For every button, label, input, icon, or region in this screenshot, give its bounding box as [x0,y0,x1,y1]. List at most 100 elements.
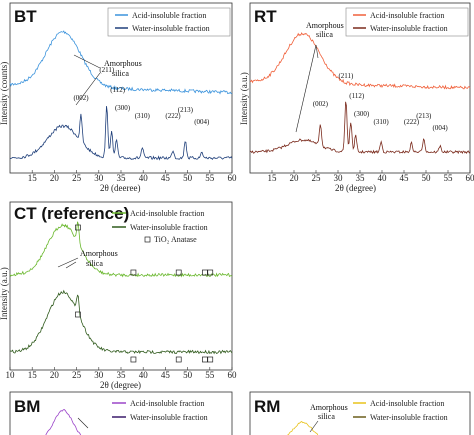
panel-ct-xlabel: 2θ (degree) [100,380,141,390]
x-tick-label: 30 [334,173,344,183]
anatase-marker [75,224,81,231]
series-water-line [9,289,233,355]
series-acid-line [286,420,319,435]
x-tick-label: 15 [28,173,38,183]
panel-rt-xlabel: 2θ (degree) [335,183,376,193]
legend-acid: Acid-insoluble fraction [130,209,204,218]
annotation-line1: Amorphous [104,59,142,68]
series-acid-line [249,32,471,90]
panel-ct-ylabel: Intensity (a.u.) [0,267,9,320]
panel-bt-legend-box [107,7,231,37]
x-tick-label: 50 [183,370,193,380]
panel-ct-title: CT (reference) [14,204,129,223]
x-tick-label: 35 [117,173,127,183]
panel-rm-legend: Acid-insoluble fraction Water-insoluble … [353,399,448,422]
anatase-marker [207,356,214,363]
peak-labels: (002) (211) (112) (300) (310) (222)(213)(004) [313,72,449,132]
panel-rt-legend: Acid-insoluble fraction Water-insoluble … [345,7,469,37]
series-acid-line [45,409,82,435]
amorphous-annotation: Amorphous silica [73,54,142,106]
panel-rt-title: RT [254,7,277,26]
annotation-pointer [77,417,89,429]
x-tick-label: 25 [72,370,82,380]
panel-bt-ylabel: Intensity (counts) [0,62,9,125]
panel-rt-legend-box [345,7,469,37]
x-tick-label: 55 [444,173,454,183]
anatase-markers [75,224,214,363]
series-water-line [9,106,233,161]
peak-label: (112) [110,86,126,94]
annotation-line2: silica [318,412,335,421]
x-tick-label: 30 [94,370,104,380]
x-tick-label: 30 [94,173,104,183]
legend-water: Water-insoluble fraction [132,24,210,33]
peak-labels: (002) (211) (112) (300) (310) (222)(213)(004) [73,66,210,126]
legend-acid: Acid-insoluble fraction [370,11,444,20]
x-tick-label: 60 [466,173,474,183]
series-water-line [249,101,471,155]
legend-acid: Acid-insoluble fraction [370,399,444,408]
panel-rt-xticks: 15 20 25 30 35 40 45 50 55 60 [268,170,474,183]
panel-bm-title: BM [14,397,40,416]
legend-acid: Acid-insoluble fraction [130,399,204,408]
peak-label: (222) [404,118,420,126]
panel-rm-frame [249,391,471,435]
x-tick-label: 45 [161,370,171,380]
peak-label: (004) [194,118,210,126]
x-tick-label: 60 [228,370,238,380]
peak-label: (310) [374,118,390,126]
anatase-marker [175,269,182,276]
annotation-line2: silica [112,69,129,78]
panel-bt-title: BT [14,7,37,26]
series-acid-line [9,30,233,95]
legend-water: Water-insoluble fraction [130,223,208,232]
peak-label: (002) [313,100,329,108]
legend-water: Water-insoluble fraction [370,24,448,33]
anatase-marker [75,311,81,318]
x-tick-label: 20 [50,370,60,380]
panel-bm: BM Acid-insoluble fraction Water-insolub… [9,391,233,435]
annotation-line2: silica [86,259,103,268]
x-tick-label: 50 [183,173,193,183]
x-tick-label: 25 [312,173,322,183]
x-tick-label: 35 [356,173,366,183]
x-tick-label: 20 [50,173,60,183]
legend-acid: Acid-insoluble fraction [132,11,206,20]
anatase-marker [130,356,137,363]
anatase-marker-key [144,236,151,243]
x-tick-label: 40 [139,173,149,183]
amorphous-annotation: Amorphous silica [295,21,344,133]
peak-label: (222) [165,112,181,120]
x-tick-label: 15 [268,173,278,183]
peak-label: (310) [135,112,151,120]
x-tick-label: 45 [400,173,410,183]
peak-label: (213) [416,112,432,120]
legend-anatase: TiO₂ Anatase [154,235,197,244]
panel-bm-frame [9,391,233,435]
panel-rt-ylabel: Intensity (a.u.) [239,72,249,125]
anatase-marker [130,269,137,276]
panel-bt-xlabel: 2θ (deeree) [100,183,141,193]
panel-bt-legend: Acid-insoluble fraction Water-insoluble … [107,7,231,37]
x-tick-label: 35 [117,370,127,380]
peak-label: (213) [178,106,194,114]
panel-bt: BT Intensity (counts) 2θ (deeree) 15 20 25… [0,2,237,193]
amorphous-annotation: Amorphous silica [57,249,118,269]
peak-label: (300) [115,104,131,112]
peak-label: (300) [354,110,370,118]
x-tick-label: 20 [290,173,300,183]
peak-label: (002) [73,94,89,102]
anatase-marker [202,356,208,363]
panel-bt-xticks: 15 20 25 30 35 40 45 50 55 60 [28,170,237,183]
peak-label: (004) [432,124,448,132]
legend-water: Water-insoluble fraction [370,413,448,422]
anatase-marker [175,356,182,363]
legend-water: Water-insoluble fraction [130,413,208,422]
peak-label: (211) [338,72,354,80]
anatase-marker [207,269,214,276]
peak-label: (211) [99,66,115,74]
x-tick-label: 50 [422,173,432,183]
x-tick-label: 10 [6,370,16,380]
annotation-line2: silica [316,30,333,39]
x-tick-label: 40 [378,173,388,183]
